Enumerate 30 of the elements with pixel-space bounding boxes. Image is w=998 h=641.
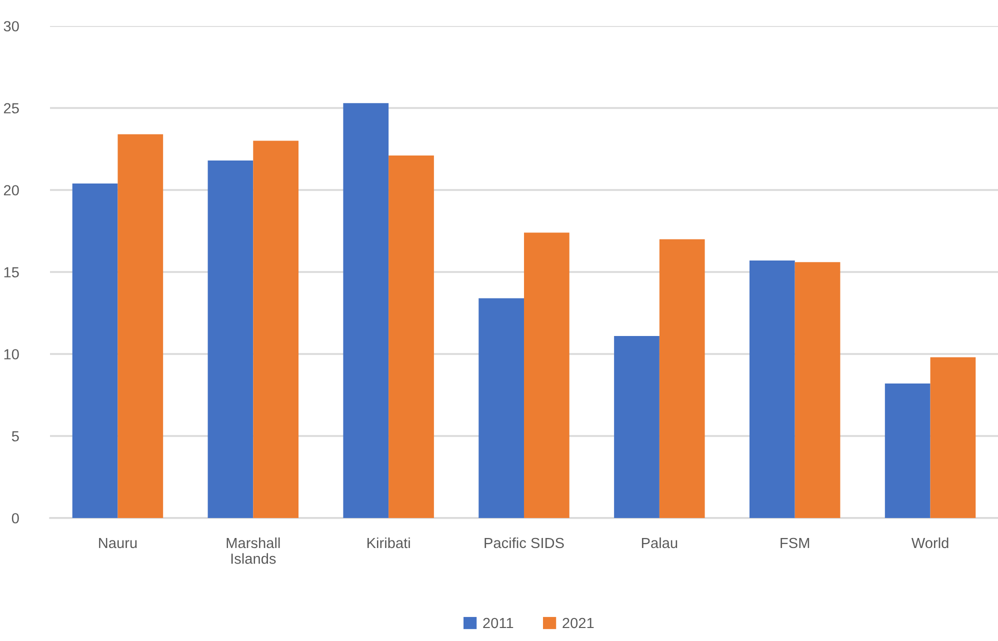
x-tick-label: World <box>911 537 948 548</box>
legend-label: 2011 <box>483 618 514 628</box>
bar <box>614 336 660 518</box>
legend-label: 2021 <box>562 618 594 628</box>
bar <box>343 103 389 518</box>
bar <box>659 239 705 518</box>
x-tick-label: Nauru <box>99 538 137 548</box>
bar <box>208 160 254 518</box>
y-tick-label: 5 <box>12 431 19 442</box>
x-tick-label: Palau <box>642 537 678 548</box>
x-tick-label: Pacific SIDS <box>484 537 564 548</box>
y-tick-label: 20 <box>4 185 19 196</box>
bar <box>72 183 118 518</box>
x-tick-label: Kiribati <box>367 537 410 548</box>
bar <box>118 134 164 518</box>
y-tick-label: 25 <box>4 103 19 114</box>
x-tick-label: Marshall Islands <box>226 537 280 564</box>
y-tick-label: 0 <box>12 513 19 524</box>
bar <box>930 357 976 518</box>
y-tick-label: 15 <box>4 267 19 278</box>
y-tick-label: 30 <box>4 21 19 32</box>
x-tick-label: FSM <box>780 538 810 548</box>
y-tick-label: 10 <box>4 349 19 360</box>
bar <box>253 140 299 518</box>
bar <box>884 384 930 518</box>
bar <box>524 232 570 518</box>
bar <box>794 262 840 518</box>
bar <box>388 156 434 518</box>
bar <box>749 260 795 518</box>
bar <box>478 298 524 518</box>
